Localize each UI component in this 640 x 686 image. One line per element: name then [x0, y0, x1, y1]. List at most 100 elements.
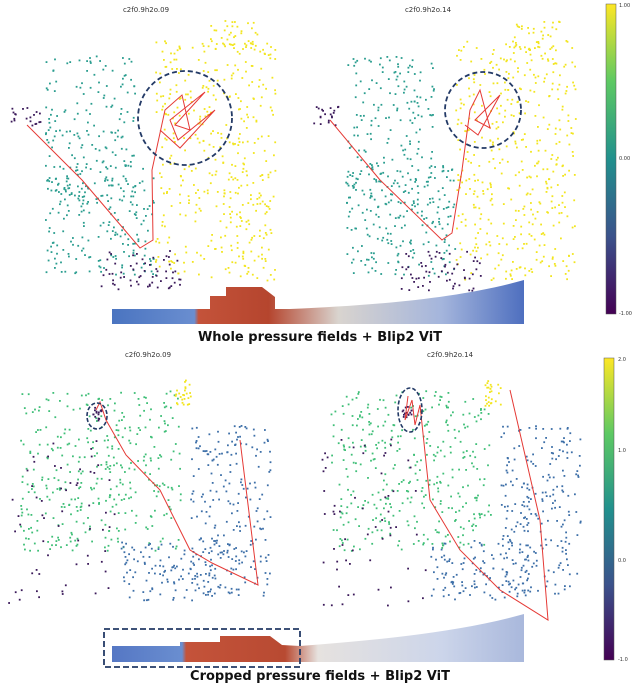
scatter-point	[482, 573, 485, 576]
scatter-point	[145, 579, 148, 582]
scatter-point	[211, 564, 213, 567]
scatter-point	[542, 34, 544, 37]
scatter-point	[201, 123, 204, 126]
scatter-point	[472, 557, 475, 560]
scatter-point	[369, 188, 372, 191]
scatter-point	[480, 213, 483, 216]
scatter-point	[505, 277, 507, 280]
scatter-point	[90, 448, 93, 450]
scatter-point	[355, 177, 358, 180]
scatter-point	[77, 197, 80, 200]
scatter-point	[574, 65, 576, 68]
scatter-point	[143, 263, 145, 265]
scatter-point	[474, 246, 476, 249]
scatter-point	[48, 118, 50, 120]
scatter-point	[174, 547, 177, 550]
scatter-point	[374, 467, 377, 469]
scatter-point	[220, 37, 223, 39]
scatter-point	[477, 246, 479, 249]
scatter-point	[60, 506, 63, 508]
scatter-point	[111, 505, 114, 508]
scatter-point	[381, 239, 384, 242]
scatter-point	[347, 215, 350, 218]
scatter-point	[518, 112, 521, 115]
scatter-point	[20, 439, 22, 442]
scatter-point	[48, 180, 51, 183]
scatter-point	[144, 262, 146, 265]
scatter-point	[480, 543, 483, 546]
scatter-point	[558, 212, 561, 215]
scatter-point	[116, 135, 119, 138]
scatter-point	[238, 141, 241, 143]
scatter-point	[11, 498, 14, 501]
scatter-point	[230, 176, 233, 178]
scatter-point	[189, 96, 192, 99]
scatter-point	[402, 191, 405, 193]
scatter-point	[135, 443, 137, 446]
scatter-point	[196, 583, 199, 586]
scatter-point	[33, 460, 36, 463]
scatter-point	[502, 535, 505, 537]
scatter-point	[333, 548, 335, 550]
scatter-point	[563, 65, 566, 68]
scatter-point	[473, 190, 476, 193]
scatter-point	[159, 454, 161, 456]
scatter-point	[410, 496, 413, 499]
scatter-point	[448, 244, 450, 247]
scatter-point	[377, 106, 380, 109]
scatter-point	[508, 46, 511, 48]
scatter-point	[520, 566, 523, 569]
scatter-point	[168, 556, 170, 559]
scatter-point	[540, 223, 542, 226]
scatter-point	[401, 410, 404, 413]
scatter-point	[113, 226, 115, 229]
scatter-point	[475, 499, 478, 502]
scatter-point	[483, 408, 486, 411]
scatter-point	[192, 555, 195, 558]
scatter-point	[97, 260, 100, 262]
scatter-point	[230, 573, 233, 575]
scatter-point	[259, 175, 262, 177]
scatter-point	[514, 562, 517, 565]
scatter-point	[52, 449, 54, 452]
scatter-point	[177, 539, 180, 541]
scatter-point	[456, 189, 459, 191]
scatter-point	[390, 193, 392, 196]
scatter-point	[436, 475, 439, 478]
scatter-point	[104, 178, 107, 180]
scatter-point	[529, 193, 532, 196]
scatter-point	[412, 543, 415, 545]
scatter-point	[47, 478, 50, 480]
scatter-point	[514, 45, 517, 48]
scatter-point	[214, 540, 217, 542]
scatter-point	[246, 487, 249, 490]
scatter-point	[100, 195, 103, 197]
scatter-point	[409, 241, 411, 244]
scatter-point	[123, 551, 126, 554]
scatter-point	[500, 92, 502, 95]
scatter-point	[56, 252, 58, 255]
scatter-point	[189, 90, 192, 93]
scatter-point	[250, 250, 253, 253]
scatter-point	[465, 450, 468, 452]
scatter-point	[364, 446, 367, 448]
scatter-point	[197, 436, 200, 438]
scatter-point	[387, 604, 389, 607]
scatter-point	[565, 552, 567, 555]
scatter-point	[68, 147, 70, 149]
scatter-point	[429, 198, 431, 200]
scatter-point	[85, 166, 87, 169]
scatter-point	[376, 237, 379, 240]
scatter-point	[195, 440, 198, 442]
scatter-point	[89, 62, 92, 64]
scatter-point	[385, 502, 387, 505]
scatter-point	[260, 135, 263, 138]
scatter-point	[504, 575, 507, 578]
scatter-point	[354, 518, 357, 521]
scatter-point	[73, 118, 76, 121]
scatter-point	[331, 461, 333, 464]
scatter-point	[168, 97, 171, 100]
scatter-point	[194, 211, 197, 214]
scatter-point	[176, 68, 178, 70]
scatter-point	[173, 564, 175, 567]
